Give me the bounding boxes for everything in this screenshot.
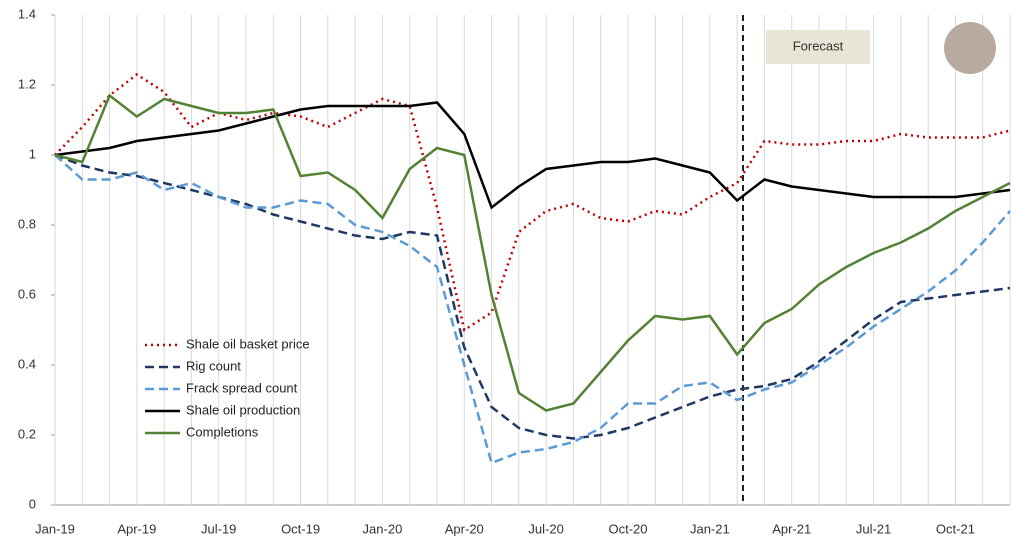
x-tick-label: Oct-19 — [281, 521, 320, 536]
series-line — [55, 75, 1010, 331]
legend-label: Shale oil basket price — [186, 336, 310, 351]
x-tick-label: Oct-21 — [936, 521, 975, 536]
y-tick-label: 1.2 — [18, 76, 36, 91]
y-tick-label: 0 — [29, 496, 36, 511]
x-tick-label: Jan-21 — [690, 521, 730, 536]
legend-label: Rig count — [186, 358, 241, 373]
legend-label: Shale oil production — [186, 402, 300, 417]
x-tick-label: Apr-20 — [445, 521, 484, 536]
legend: Shale oil basket price Rig count Frack spr… — [145, 336, 310, 439]
x-tick-label: Jul-21 — [856, 521, 891, 536]
annotation: Forecast — [793, 38, 844, 53]
series-line — [55, 155, 1010, 439]
chart: Forecast Shale oil basket price Rig count… — [0, 0, 1018, 543]
x-tick-label: Jul-19 — [201, 521, 236, 536]
legend-label: Frack spread count — [186, 380, 298, 395]
y-tick-label: 0.6 — [18, 286, 36, 301]
x-tick-label: Apr-21 — [772, 521, 811, 536]
x-tick-label: Apr-19 — [117, 521, 156, 536]
x-tick-label: Jul-20 — [528, 521, 563, 536]
x-tick-label: Jan-20 — [363, 521, 403, 536]
x-tick-label: Oct-20 — [608, 521, 647, 536]
y-tick-label: 0.8 — [18, 216, 36, 231]
x-tick-label: Jan-19 — [35, 521, 75, 536]
logo — [944, 22, 996, 74]
y-tick-label: 0.2 — [18, 426, 36, 441]
legend-label: Completions — [186, 424, 259, 439]
y-tick-label: 0.4 — [18, 356, 36, 371]
y-tick-label: 1 — [29, 146, 36, 161]
y-tick-label: 1.4 — [18, 6, 36, 21]
